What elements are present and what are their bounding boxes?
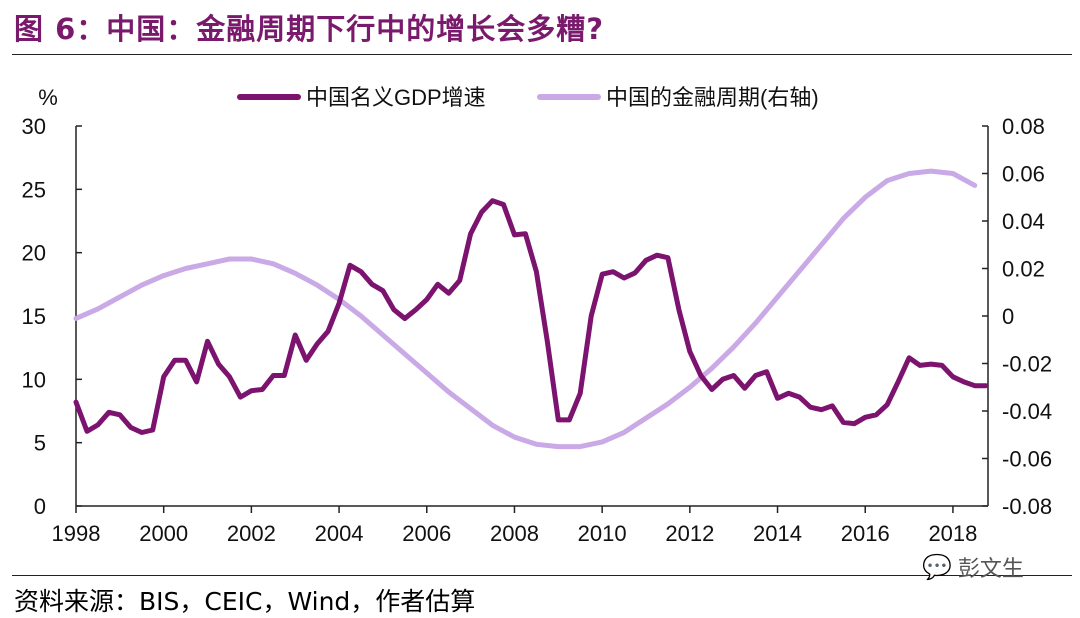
right-tick-label: 0.06 [1002,162,1045,187]
x-tick-label: 2002 [227,521,276,546]
watermark-text: 彭文生 [957,557,1024,582]
legend-item-gdp: 中国名义GDP增速 [237,85,486,110]
legend: 中国名义GDP增速 中国的金融周期(右轴) [237,85,819,110]
right-tick-label: -0.08 [1002,494,1052,519]
x-tick-label: 2004 [315,521,364,546]
right-tick-label: -0.06 [1002,447,1052,472]
left-tick-label: 30 [22,114,46,139]
watermark: 💬 彭文生 [922,551,1024,583]
right-tick-label: 0 [1002,304,1014,329]
x-tick-label: 1998 [52,521,101,546]
left-axis-unit: % [38,85,58,110]
left-tick-label: 15 [22,304,46,329]
right-tick-label: 0.08 [1002,114,1045,139]
financial-cycle-line [73,168,978,450]
x-tick-label: 2010 [578,521,627,546]
source-note: 资料来源：BIS，CEIC，Wind，作者估算 [14,587,476,616]
x-tick-label: 2016 [841,521,890,546]
left-tick-label: 5 [34,431,46,456]
series-layer [73,168,989,450]
right-tick-label: 0.02 [1002,257,1045,282]
left-tick-label: 25 [22,177,46,202]
title-divider [12,54,1072,55]
right-tick-label: 0.04 [1002,209,1045,234]
right-tick-label: -0.04 [1002,399,1052,424]
x-tick-label: 2006 [402,521,451,546]
left-tick-label: 0 [34,494,46,519]
x-tick-label: 2008 [490,521,539,546]
x-tick-label: 2000 [139,521,188,546]
source-divider [12,575,1072,576]
axes-layer: 0 5 10 15 20 25 30% -0.08 -0.06 -0.04 -0.02 0 0.02 0.… [22,85,1053,546]
chart-title: 图 6：中国：金融周期下行中的增长会多糟? [14,12,605,46]
right-tick-label: -0.02 [1002,352,1052,377]
wechat-icon: 💬 [922,553,952,581]
gdp-growth-line [73,198,989,435]
x-tick-label: 2014 [753,521,802,546]
legend-label: 中国名义GDP增速 [306,85,486,110]
x-tick-label: 2018 [928,521,977,546]
left-tick-label: 20 [22,241,46,266]
left-tick-label: 10 [22,367,46,392]
legend-label: 中国的金融周期(右轴) [606,85,819,110]
x-tick-label: 2012 [665,521,714,546]
legend-item-cycle: 中国的金融周期(右轴) [537,85,819,110]
